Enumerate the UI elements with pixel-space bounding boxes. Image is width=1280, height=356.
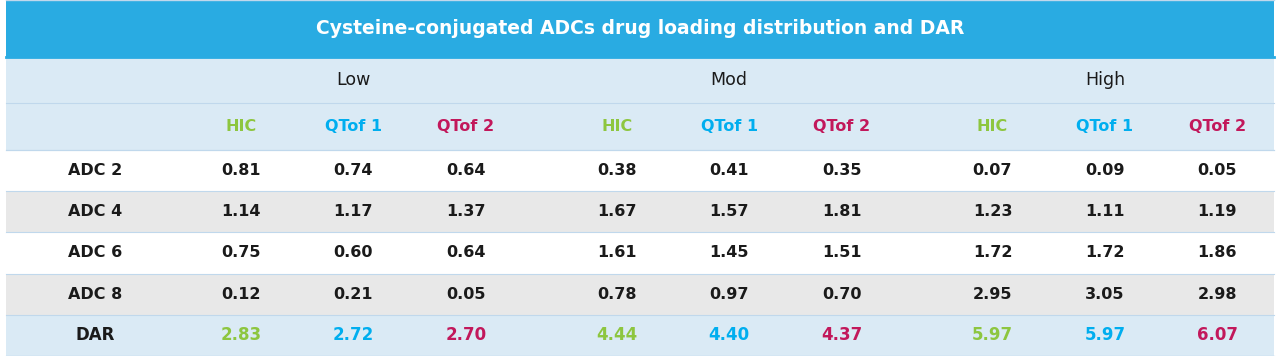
Text: 1.57: 1.57: [709, 204, 749, 219]
Bar: [6, 273, 1274, 315]
Text: 0.75: 0.75: [221, 245, 261, 261]
Text: 0.09: 0.09: [1085, 163, 1125, 178]
Text: 0.38: 0.38: [596, 163, 636, 178]
Text: 0.64: 0.64: [445, 245, 485, 261]
Text: 0.05: 0.05: [445, 287, 485, 302]
Text: 1.11: 1.11: [1085, 204, 1125, 219]
Text: 1.51: 1.51: [822, 245, 861, 261]
Text: 0.81: 0.81: [221, 163, 261, 178]
Text: 5.97: 5.97: [1084, 326, 1125, 344]
Bar: [6, 103, 1274, 150]
Text: HIC: HIC: [977, 119, 1009, 134]
Bar: [6, 57, 1274, 103]
Text: ADC 6: ADC 6: [68, 245, 123, 261]
Bar: [6, 0, 1274, 57]
Text: 4.40: 4.40: [709, 326, 750, 344]
Text: QTof 2: QTof 2: [438, 119, 494, 134]
Text: 2.72: 2.72: [333, 326, 374, 344]
Text: 1.14: 1.14: [221, 204, 261, 219]
Text: 4.37: 4.37: [820, 326, 863, 344]
Text: ADC 2: ADC 2: [68, 163, 123, 178]
Text: Cysteine-conjugated ADCs drug loading distribution and DAR: Cysteine-conjugated ADCs drug loading di…: [316, 19, 964, 38]
Text: 0.41: 0.41: [709, 163, 749, 178]
Text: 1.37: 1.37: [445, 204, 485, 219]
Text: 0.70: 0.70: [822, 287, 861, 302]
Text: 1.72: 1.72: [1085, 245, 1125, 261]
Text: 1.72: 1.72: [973, 245, 1012, 261]
Text: HIC: HIC: [602, 119, 632, 134]
Text: 0.35: 0.35: [822, 163, 861, 178]
Text: 0.97: 0.97: [709, 287, 749, 302]
Text: HIC: HIC: [225, 119, 256, 134]
Text: 0.60: 0.60: [334, 245, 374, 261]
Text: 1.67: 1.67: [596, 204, 636, 219]
Text: 3.05: 3.05: [1085, 287, 1125, 302]
Text: High: High: [1085, 71, 1125, 89]
Text: Mod: Mod: [710, 71, 748, 89]
Text: 2.95: 2.95: [973, 287, 1012, 302]
Text: QTof 2: QTof 2: [813, 119, 870, 134]
Text: 1.61: 1.61: [596, 245, 636, 261]
Text: DAR: DAR: [76, 326, 115, 344]
Text: 0.64: 0.64: [445, 163, 485, 178]
Text: Low: Low: [337, 71, 370, 89]
Bar: [6, 232, 1274, 273]
Text: 0.05: 0.05: [1198, 163, 1238, 178]
Text: ADC 4: ADC 4: [68, 204, 123, 219]
Text: 1.45: 1.45: [709, 245, 749, 261]
Text: 0.21: 0.21: [334, 287, 374, 302]
Text: 1.17: 1.17: [334, 204, 374, 219]
Text: 6.07: 6.07: [1197, 326, 1238, 344]
Text: 5.97: 5.97: [972, 326, 1012, 344]
Text: QTof 1: QTof 1: [1076, 119, 1134, 134]
Text: 1.81: 1.81: [822, 204, 861, 219]
Text: QTof 1: QTof 1: [700, 119, 758, 134]
Text: 4.44: 4.44: [596, 326, 637, 344]
Text: QTof 2: QTof 2: [1189, 119, 1245, 134]
Bar: [6, 150, 1274, 191]
Text: 0.07: 0.07: [973, 163, 1012, 178]
Bar: [6, 191, 1274, 232]
Text: 0.78: 0.78: [596, 287, 636, 302]
Text: 0.12: 0.12: [221, 287, 261, 302]
Bar: [6, 315, 1274, 356]
Text: 1.86: 1.86: [1198, 245, 1238, 261]
Text: QTof 1: QTof 1: [325, 119, 381, 134]
Text: 1.19: 1.19: [1198, 204, 1238, 219]
Text: 2.83: 2.83: [220, 326, 261, 344]
Text: 2.98: 2.98: [1198, 287, 1238, 302]
Text: ADC 8: ADC 8: [68, 287, 123, 302]
Text: 0.74: 0.74: [334, 163, 374, 178]
Text: 1.23: 1.23: [973, 204, 1012, 219]
Text: 2.70: 2.70: [445, 326, 486, 344]
